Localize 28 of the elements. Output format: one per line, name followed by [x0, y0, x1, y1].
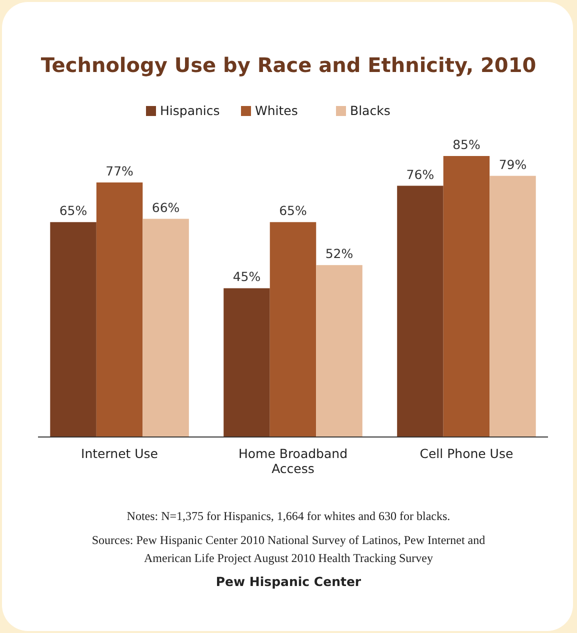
chart-title: Technology Use by Race and Ethnicity, 2010 [40, 53, 536, 77]
bar [50, 222, 96, 437]
x-tick-label: Home Broadband Access [238, 446, 348, 476]
text: Notes: N=1,375 for Hispanics, 1,664 for whites and 630 for blacks. [126, 509, 450, 523]
x-tick-label: Cell Phone Use [420, 446, 514, 461]
bar [443, 156, 490, 437]
bar [224, 288, 270, 437]
data-label: 79% [498, 156, 527, 172]
x-tick-label: Internet Use [81, 446, 158, 461]
data-label: 65% [59, 203, 88, 218]
bar [316, 265, 362, 437]
legend-label: Blacks [350, 103, 390, 118]
legend-label: Hispanics [160, 103, 220, 118]
text: Pew Hispanic Center [216, 574, 362, 589]
data-label: 77% [106, 163, 134, 178]
data-label: 45% [232, 269, 261, 284]
data-label: 66% [152, 200, 180, 215]
bar [270, 222, 316, 437]
data-label: 76% [406, 166, 434, 182]
legend-label: Whites [255, 103, 298, 118]
data-label: 65% [279, 203, 308, 218]
bar [142, 218, 189, 437]
bar [96, 182, 143, 437]
source-note: Sources: Pew Hispanic Center 2010 National Survey of Latinos, Pew Internet and American Life Project August 2010 Health Tracking Survey [92, 533, 486, 565]
data-label: 85% [452, 137, 480, 152]
bar [490, 176, 536, 437]
data-label: 52% [325, 246, 354, 262]
bar [397, 186, 444, 437]
